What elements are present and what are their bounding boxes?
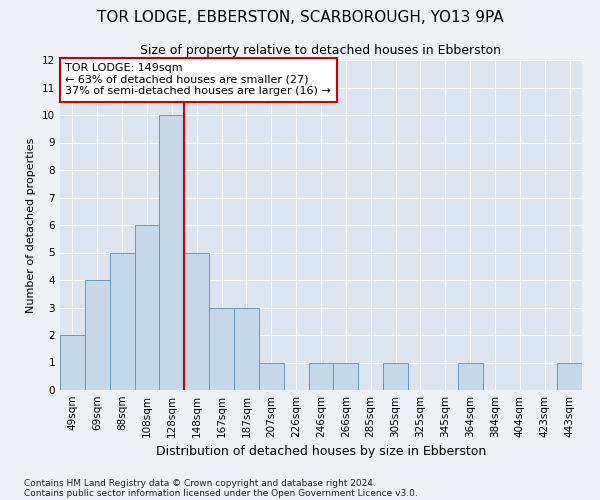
Bar (458, 362, 482, 390)
Text: TOR LODGE, EBBERSTON, SCARBOROUGH, YO13 9PA: TOR LODGE, EBBERSTON, SCARBOROUGH, YO13 … (97, 10, 503, 25)
Y-axis label: Number of detached properties: Number of detached properties (26, 138, 37, 312)
Bar (259, 362, 284, 390)
Bar (308, 362, 334, 390)
Bar (234, 308, 259, 390)
Bar (184, 252, 209, 390)
Title: Size of property relative to detached houses in Ebberston: Size of property relative to detached ho… (140, 44, 502, 58)
Bar (60, 335, 85, 390)
Bar (110, 252, 134, 390)
Text: Contains public sector information licensed under the Open Government Licence v3: Contains public sector information licen… (24, 488, 418, 498)
Bar (134, 225, 160, 390)
Bar (383, 362, 408, 390)
Bar (209, 308, 234, 390)
Bar (557, 362, 582, 390)
Bar (334, 362, 358, 390)
Text: Contains HM Land Registry data © Crown copyright and database right 2024.: Contains HM Land Registry data © Crown c… (24, 478, 376, 488)
Bar (160, 115, 184, 390)
X-axis label: Distribution of detached houses by size in Ebberston: Distribution of detached houses by size … (156, 446, 486, 458)
Text: TOR LODGE: 149sqm
← 63% of detached houses are smaller (27)
37% of semi-detached: TOR LODGE: 149sqm ← 63% of detached hous… (65, 64, 331, 96)
Bar (85, 280, 110, 390)
